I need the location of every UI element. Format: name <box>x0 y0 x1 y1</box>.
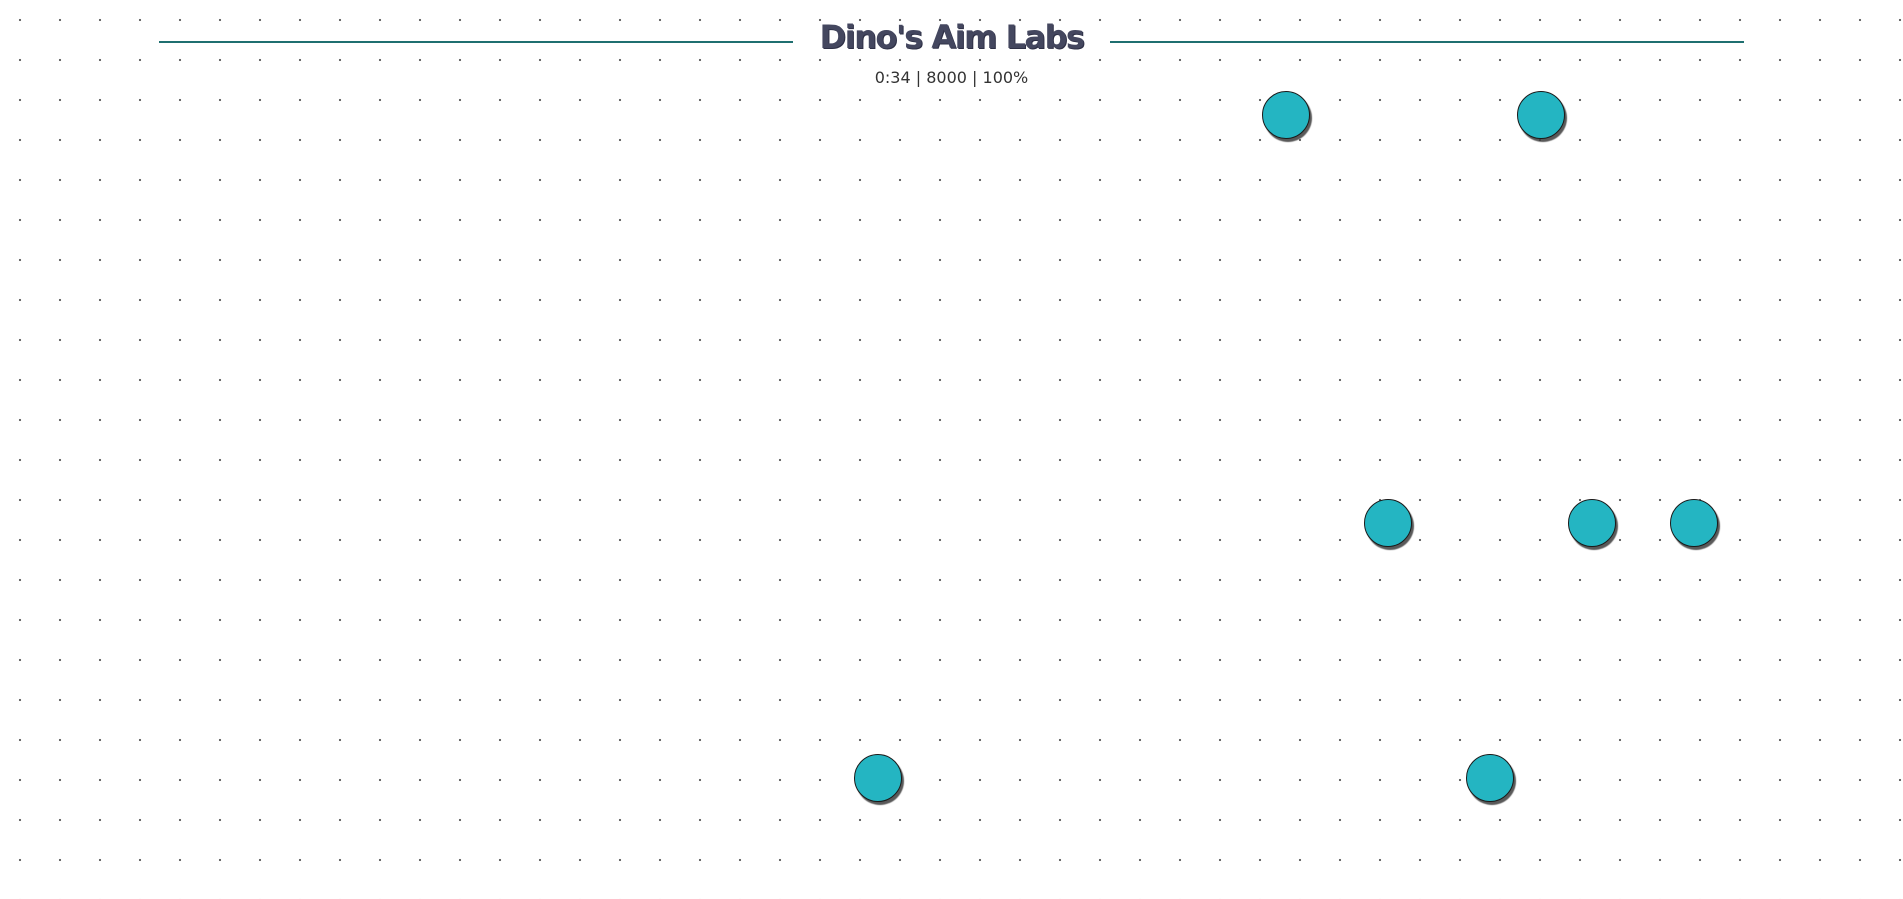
stats-readout: 0:34 | 8000 | 100% <box>874 68 1029 87</box>
header-line-right <box>1110 41 1744 43</box>
page-title: Dino's Aim Labs <box>819 18 1085 56</box>
target-6[interactable] <box>854 754 902 802</box>
target-1[interactable] <box>1262 91 1310 139</box>
target-4[interactable] <box>1568 499 1616 547</box>
target-7[interactable] <box>1466 754 1514 802</box>
target-3[interactable] <box>1364 499 1412 547</box>
target-5[interactable] <box>1670 499 1718 547</box>
target-2[interactable] <box>1517 91 1565 139</box>
header-line-left <box>159 41 793 43</box>
